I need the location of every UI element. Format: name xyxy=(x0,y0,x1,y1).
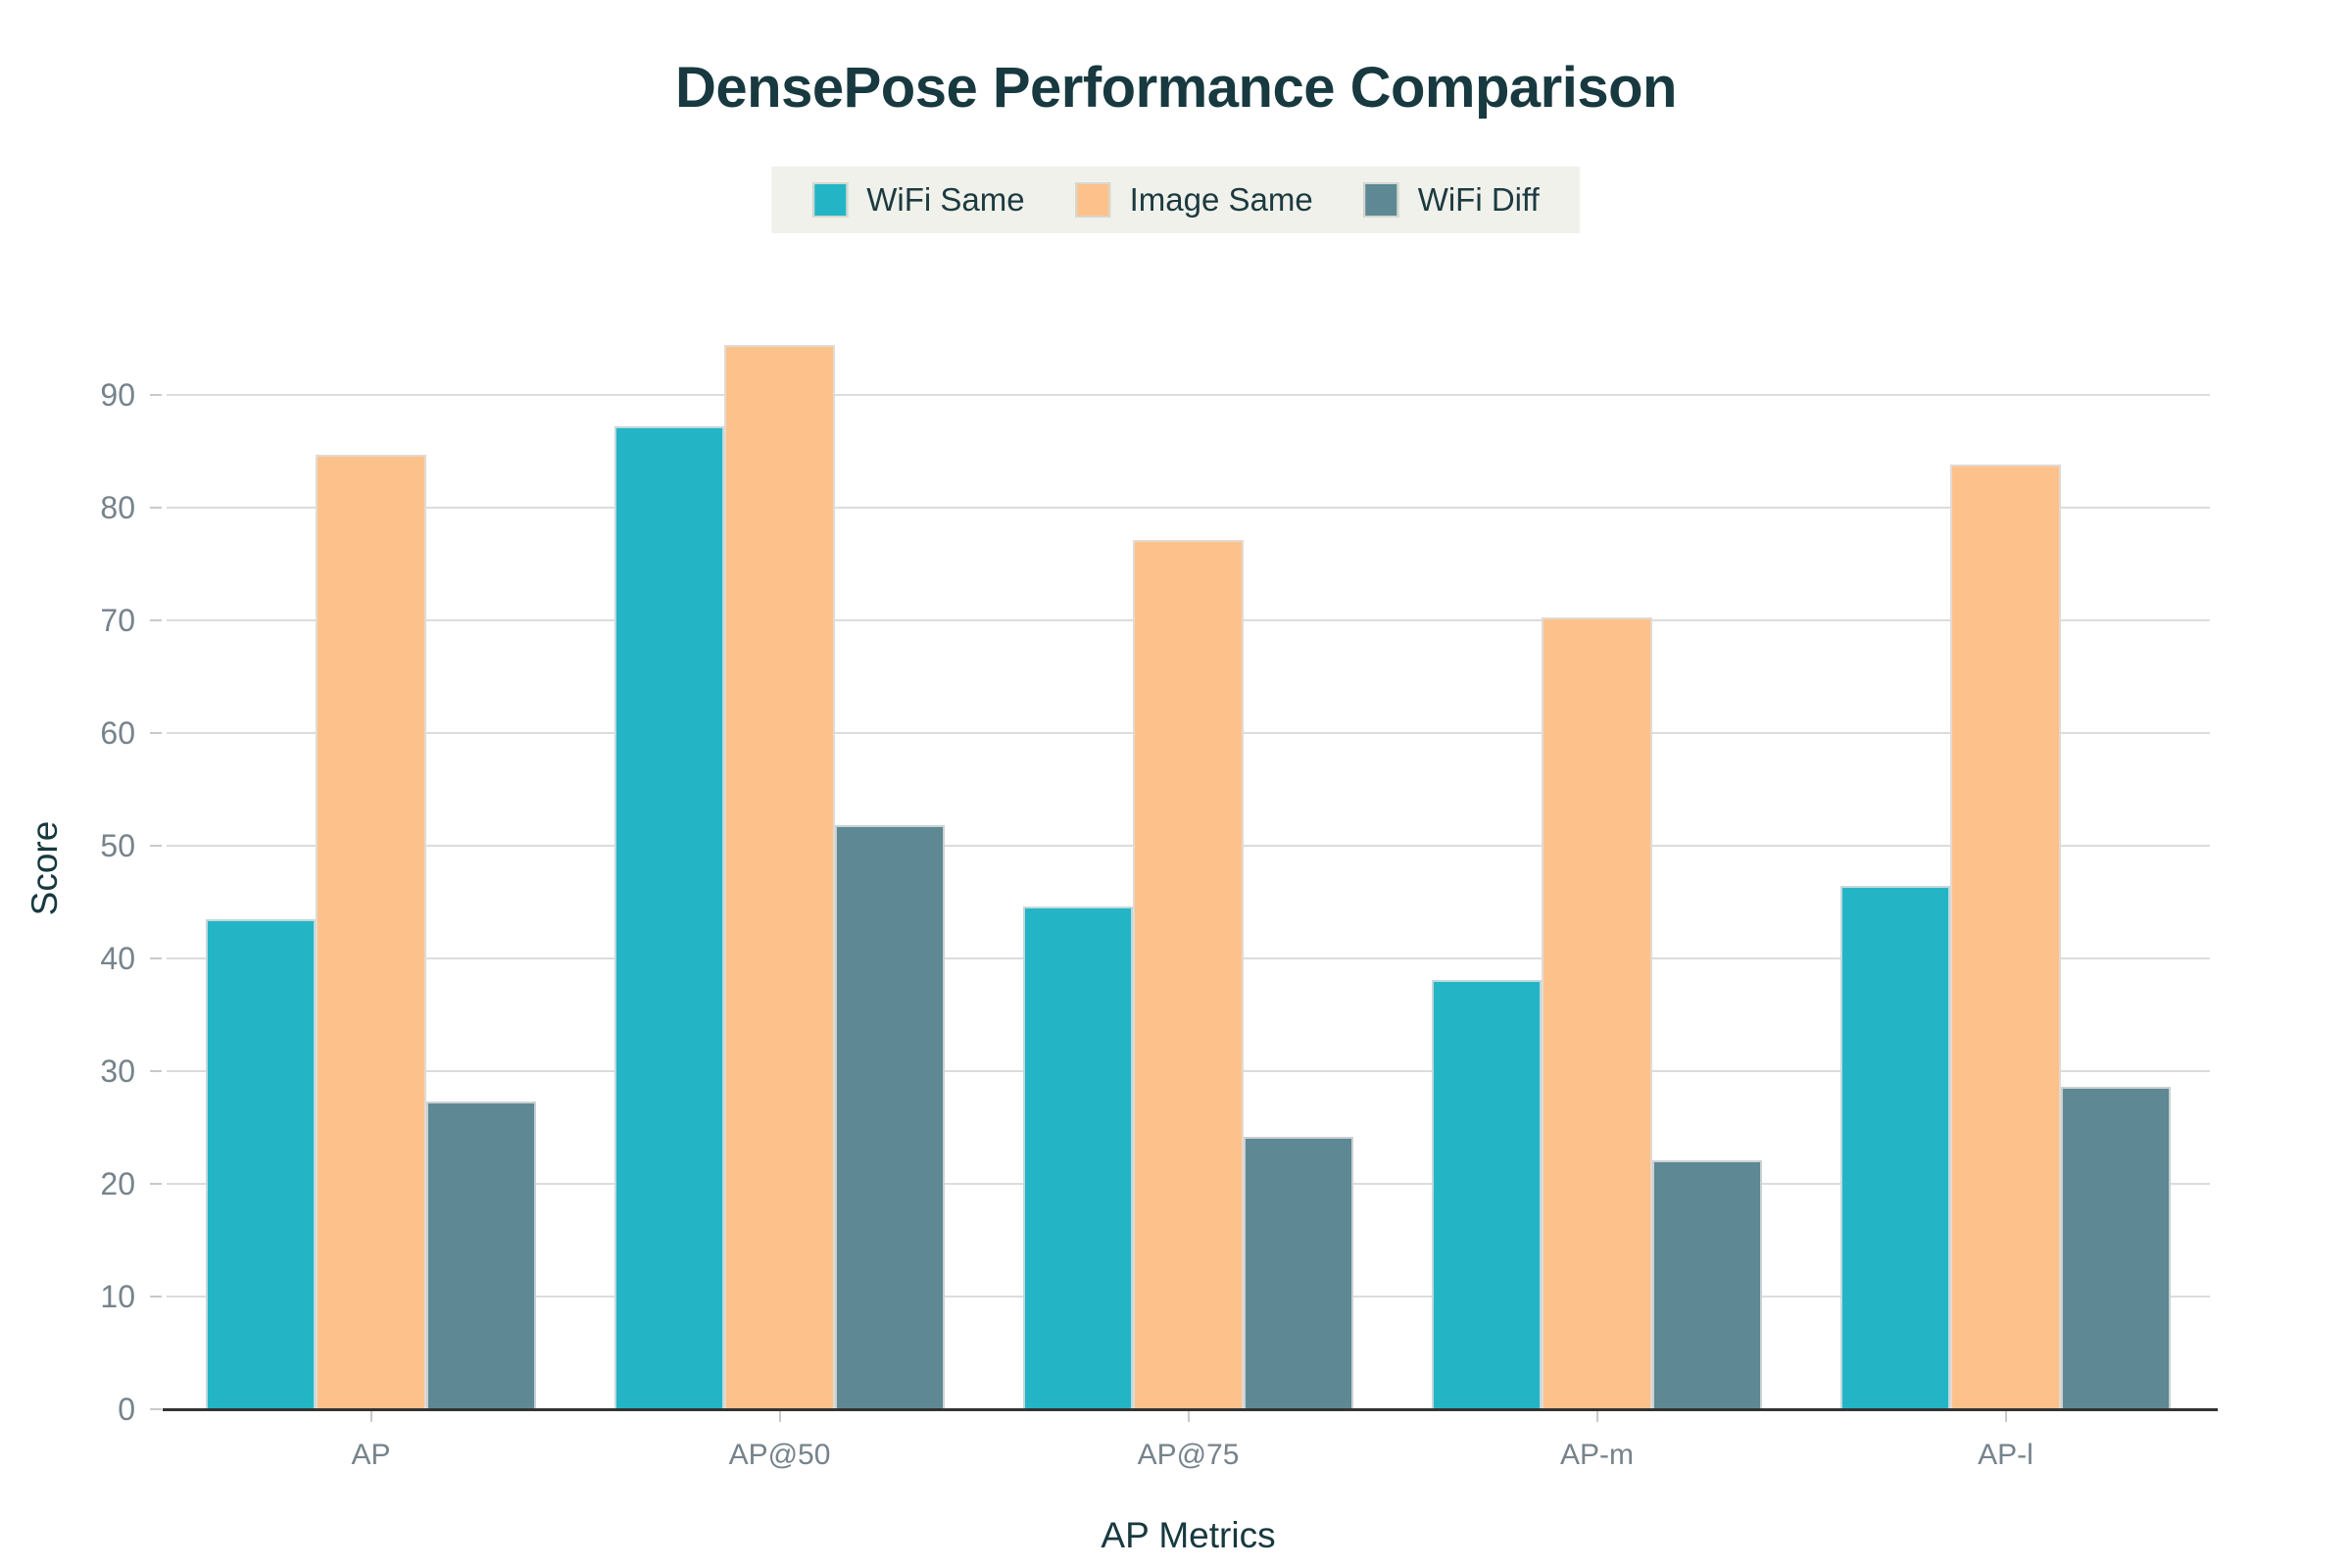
bar-group-AP@75 xyxy=(984,327,1393,1409)
x-tick-label-AP@50: AP@50 xyxy=(728,1439,831,1471)
x-axis-line xyxy=(163,1408,2218,1411)
bar-wifi-same-AP-m xyxy=(1432,979,1543,1409)
bar-image-same-AP-m xyxy=(1542,616,1652,1409)
bar-group-AP-m xyxy=(1393,327,1801,1409)
bar-wifi-same-AP@75 xyxy=(1023,906,1134,1409)
bar-wifi-diff-AP-l xyxy=(2060,1087,2171,1409)
y-tick-mark-80 xyxy=(150,507,162,509)
bar-wifi-same-AP xyxy=(206,918,317,1409)
x-tick-label-AP-l: AP-l xyxy=(1978,1439,2034,1471)
x-tick-mark-AP@75 xyxy=(1187,1409,1190,1422)
gridline-90 xyxy=(167,394,2210,396)
y-tick-mark-70 xyxy=(150,619,162,621)
x-tick-mark-AP xyxy=(369,1409,372,1422)
bar-wifi-same-AP-l xyxy=(1840,886,1951,1409)
bar-group-AP@50 xyxy=(575,327,984,1409)
chart-title: DensePose Performance Comparison xyxy=(675,56,1677,120)
legend-label: Image Same xyxy=(1129,181,1313,218)
bar-group-AP-l xyxy=(1801,327,2210,1409)
y-tick-mark-40 xyxy=(150,957,162,959)
x-axis-title: AP Metrics xyxy=(1101,1515,1276,1555)
gridline-80 xyxy=(167,507,2210,509)
legend-swatch-wifi-same xyxy=(812,182,849,218)
bar-wifi-same-AP@50 xyxy=(614,426,725,1409)
legend-swatch-image-same xyxy=(1075,182,1111,218)
legend: WiFi Same Image Same WiFi Diff xyxy=(771,167,1581,233)
y-tick-mark-30 xyxy=(150,1070,162,1072)
legend-swatch-wifi-diff xyxy=(1363,182,1399,218)
bar-wifi-diff-AP xyxy=(425,1102,536,1409)
legend-label: WiFi Diff xyxy=(1417,181,1540,218)
x-tick-mark-AP-l xyxy=(2004,1409,2007,1422)
x-tick-mark-AP@50 xyxy=(778,1409,781,1422)
legend-item-wifi-same: WiFi Same xyxy=(812,181,1025,219)
y-tick-mark-90 xyxy=(150,394,162,396)
y-tick-mark-10 xyxy=(150,1296,162,1298)
bar-image-same-AP@75 xyxy=(1133,540,1244,1409)
bar-wifi-diff-AP-m xyxy=(1651,1159,1762,1409)
bar-image-same-AP xyxy=(316,454,426,1409)
x-tick-label-AP-m: AP-m xyxy=(1560,1439,1634,1471)
x-tick-mark-AP-m xyxy=(1595,1409,1598,1422)
legend-label: WiFi Same xyxy=(866,181,1025,218)
x-tick-label-AP: AP xyxy=(351,1439,391,1471)
bar-image-same-AP@50 xyxy=(724,345,835,1409)
legend-item-image-same: Image Same xyxy=(1075,181,1313,219)
bar-wifi-diff-AP@50 xyxy=(834,825,945,1409)
y-tick-mark-20 xyxy=(150,1183,162,1185)
x-tick-label-AP@75: AP@75 xyxy=(1137,1439,1240,1471)
bar-wifi-diff-AP@75 xyxy=(1243,1136,1353,1409)
y-tick-mark-0 xyxy=(150,1408,162,1410)
legend-item-wifi-diff: WiFi Diff xyxy=(1363,181,1540,219)
bar-group-AP xyxy=(167,327,575,1409)
y-tick-mark-50 xyxy=(150,845,162,847)
bar-image-same-AP-l xyxy=(1950,465,2061,1409)
y-axis-title: Score xyxy=(24,820,65,916)
y-tick-mark-60 xyxy=(150,732,162,734)
plot-area: 0 10 20 30 40 50 60 70 80 90 AP AP@50 AP@75 AP-m AP-l xyxy=(100,327,2218,1471)
